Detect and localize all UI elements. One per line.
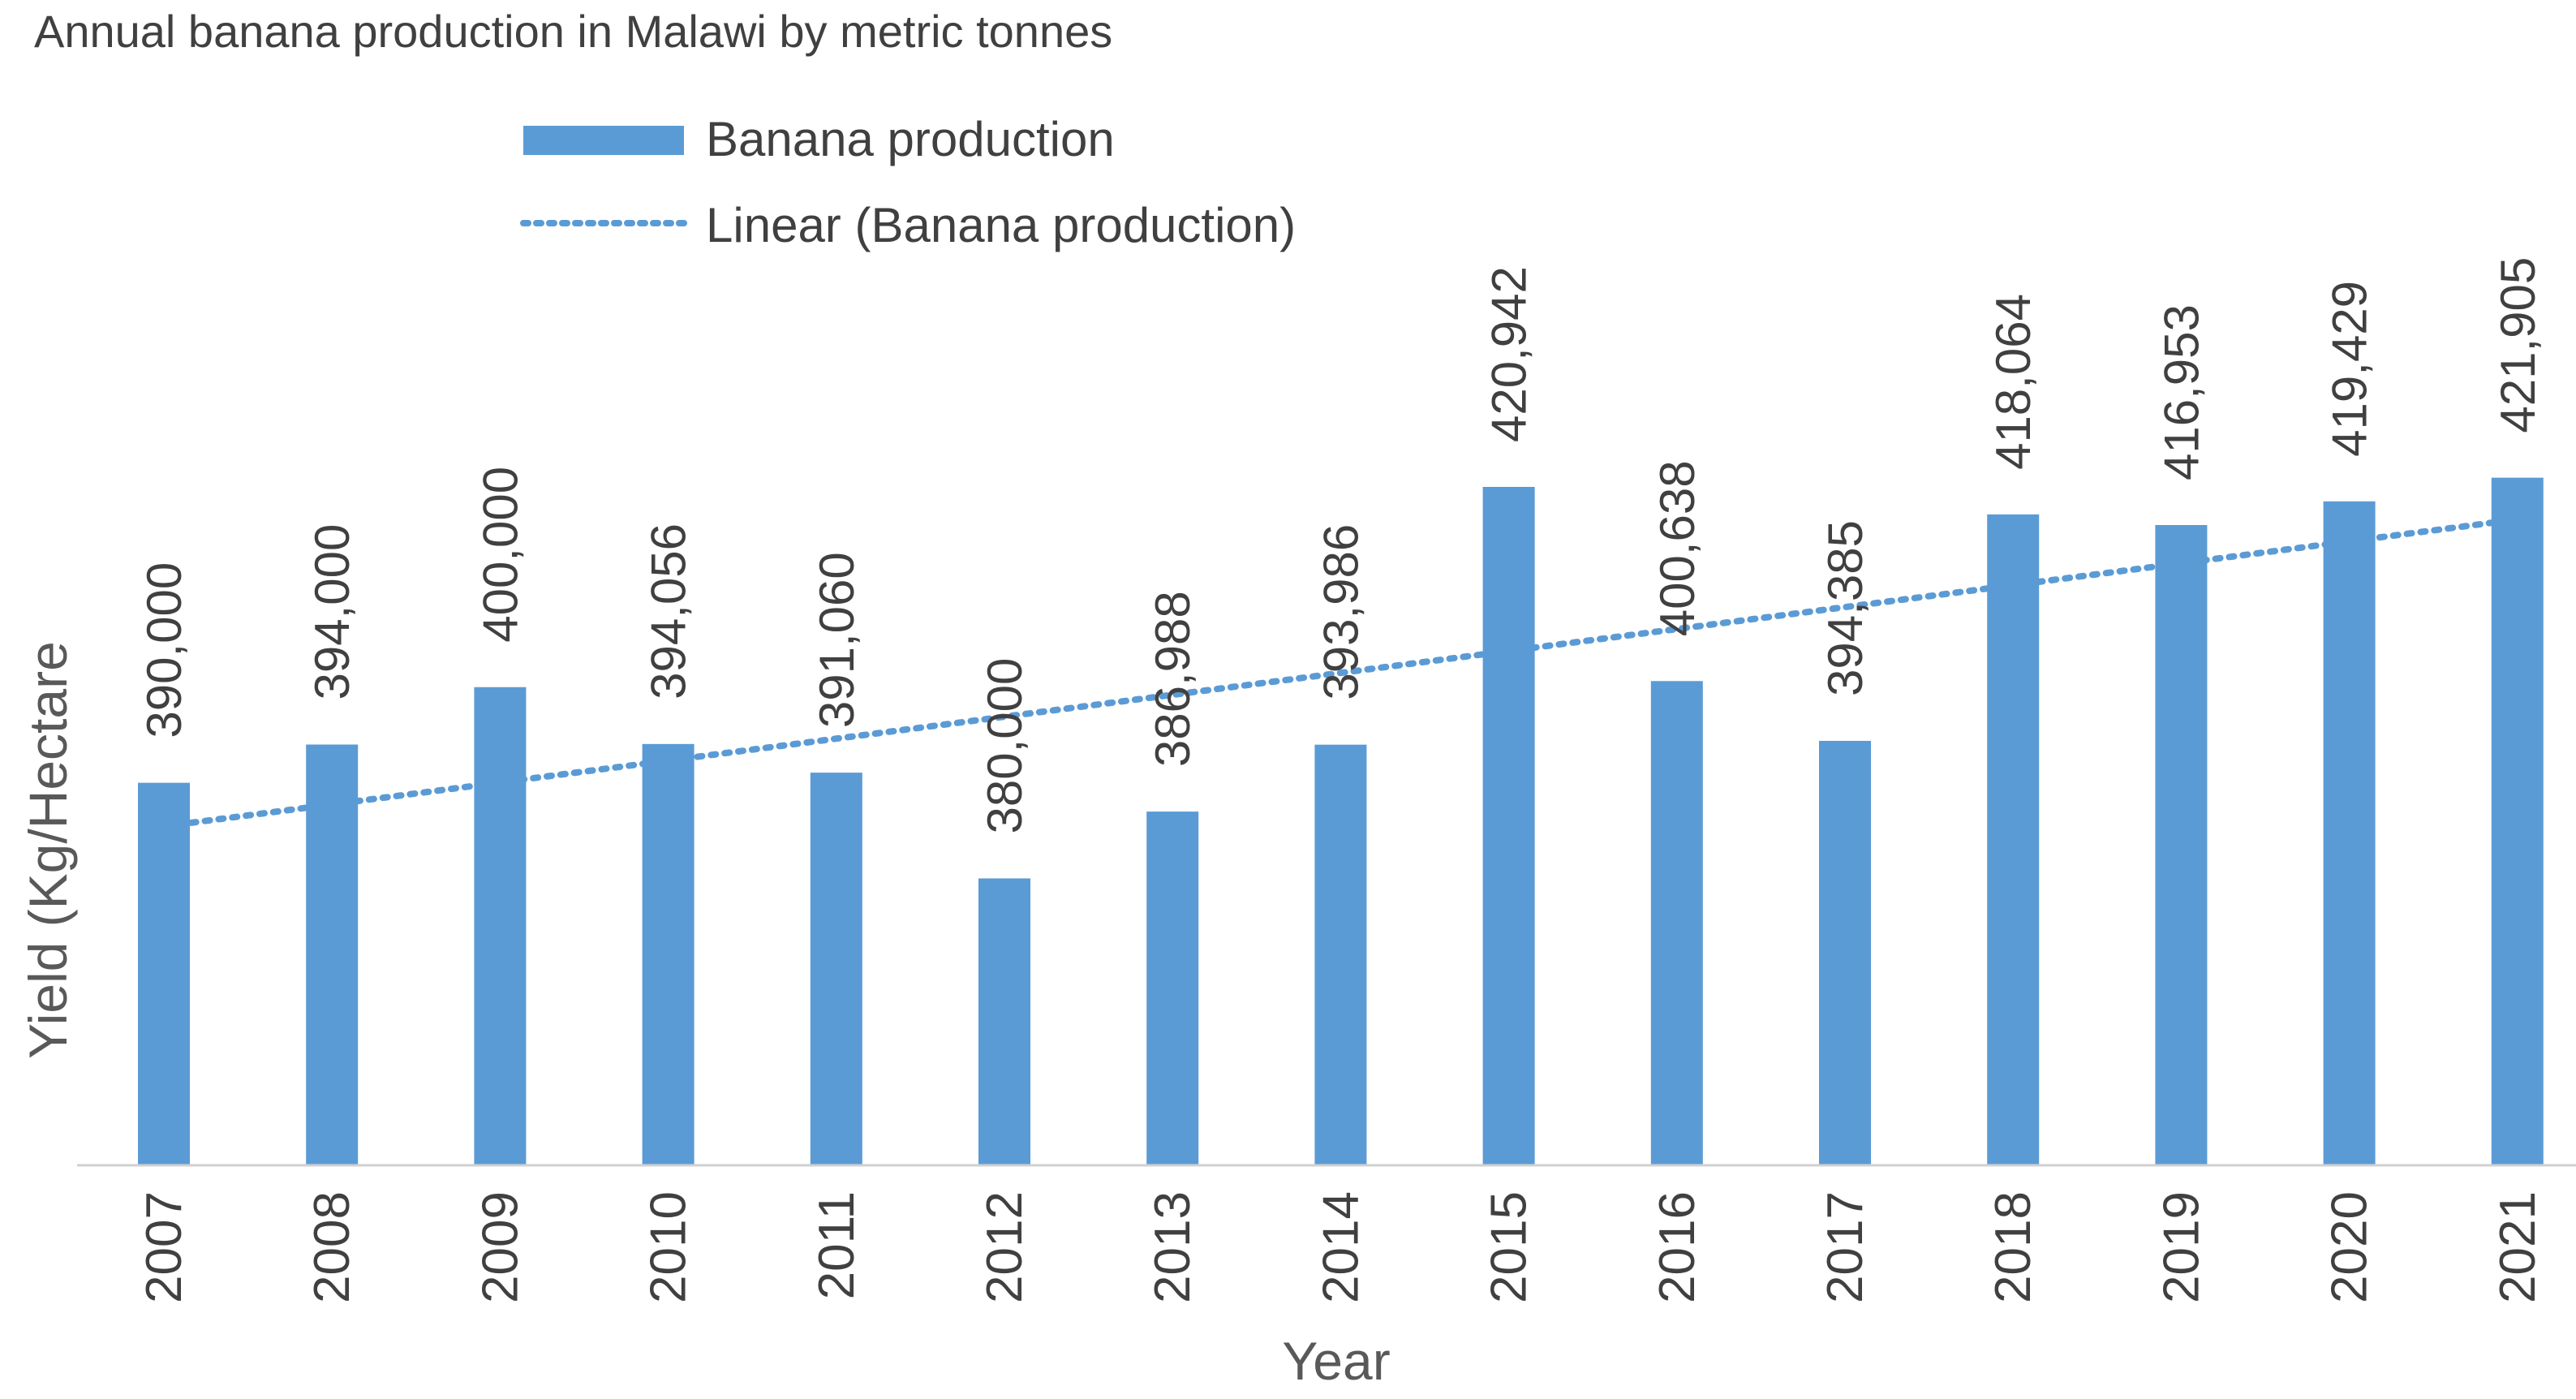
trendline xyxy=(161,516,2521,830)
bar-2016 xyxy=(1650,681,1703,1165)
data-labels: 390,000 394,000 400,000 394,056 391,060 380,0… xyxy=(137,257,2545,834)
x-tick-2018: 2018 xyxy=(1985,1191,2041,1303)
data-label-2019: 416,953 xyxy=(2154,304,2208,480)
bar-series xyxy=(138,477,2544,1165)
bar-2021 xyxy=(2491,477,2544,1165)
legend-swatch-bar xyxy=(523,126,684,155)
data-label-2012: 380,000 xyxy=(978,658,1032,834)
bar-2011 xyxy=(810,773,862,1165)
bar-2014 xyxy=(1314,744,1367,1165)
x-tick-2014: 2014 xyxy=(1313,1191,1369,1303)
legend-label-bar: Banana production xyxy=(706,112,1115,166)
bar-2018 xyxy=(1987,514,2040,1165)
chart-title: Annual banana production in Malawi by me… xyxy=(34,6,1112,57)
x-tick-2013: 2013 xyxy=(1145,1191,1201,1303)
x-tick-2021: 2021 xyxy=(2490,1191,2546,1303)
bar-2009 xyxy=(474,687,527,1165)
x-axis-title: Year xyxy=(1282,1331,1390,1391)
x-tick-2015: 2015 xyxy=(1482,1191,1537,1303)
x-tick-2012: 2012 xyxy=(977,1191,1033,1303)
x-tick-labels: 2007 2008 2009 2010 2011 2012 2013 2014 2015 2016… xyxy=(136,1191,2546,1303)
x-tick-2009: 2009 xyxy=(472,1191,528,1303)
bar-2015 xyxy=(1482,487,1535,1165)
x-tick-2017: 2017 xyxy=(1817,1191,1873,1303)
data-label-2018: 418,064 xyxy=(1986,294,2041,470)
data-label-2009: 400,000 xyxy=(473,467,527,643)
data-label-2007: 390,000 xyxy=(137,562,191,738)
data-label-2017: 394,385 xyxy=(1818,520,1873,696)
x-tick-2007: 2007 xyxy=(136,1191,192,1303)
bar-2012 xyxy=(978,878,1030,1165)
bar-2020 xyxy=(2323,501,2376,1165)
bar-2010 xyxy=(642,743,695,1165)
data-label-2008: 394,000 xyxy=(305,524,359,700)
bar-2017 xyxy=(1819,740,1871,1165)
x-tick-2019: 2019 xyxy=(2153,1191,2209,1303)
x-tick-2010: 2010 xyxy=(641,1191,697,1303)
x-tick-2016: 2016 xyxy=(1649,1191,1705,1303)
data-label-2015: 420,942 xyxy=(1482,266,1537,442)
data-label-2016: 400,638 xyxy=(1650,460,1705,636)
bar-2019 xyxy=(2155,525,2208,1165)
y-axis-title: Yield (Kg/Hectare xyxy=(18,641,78,1059)
legend-label-trend: Linear (Banana production) xyxy=(706,198,1296,252)
data-label-2021: 421,905 xyxy=(2491,257,2545,433)
x-tick-2008: 2008 xyxy=(304,1191,360,1303)
data-label-2011: 391,060 xyxy=(810,552,864,728)
x-tick-2020: 2020 xyxy=(2322,1191,2378,1303)
bar-2008 xyxy=(306,744,359,1165)
legend: Banana production Linear (Banana product… xyxy=(520,112,1296,252)
data-label-2013: 386,988 xyxy=(1146,591,1200,767)
bar-2007 xyxy=(138,782,190,1165)
x-tick-2011: 2011 xyxy=(809,1191,865,1299)
bar-2013 xyxy=(1146,811,1199,1165)
data-label-2020: 419,429 xyxy=(2323,281,2377,457)
data-label-2014: 393,986 xyxy=(1314,524,1368,700)
data-label-2010: 394,056 xyxy=(642,523,696,700)
